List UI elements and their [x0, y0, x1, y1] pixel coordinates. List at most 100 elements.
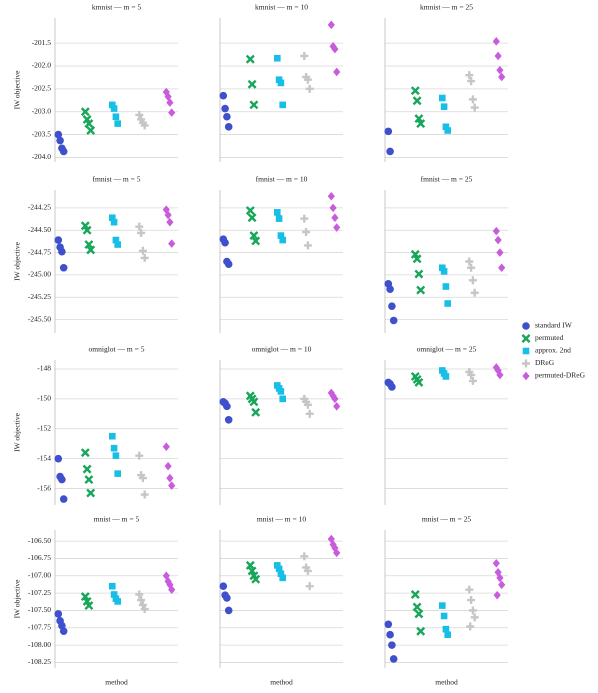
- panel-title: omniglot — m = 5: [89, 345, 145, 354]
- point: [439, 94, 446, 102]
- point: [442, 123, 450, 131]
- point: [465, 71, 474, 80]
- y-tick-label: -150: [37, 394, 51, 403]
- point: [84, 475, 94, 485]
- point: [412, 602, 422, 612]
- y-tick-label: -203.0: [32, 106, 52, 115]
- legend-marker: [521, 334, 531, 343]
- point: [54, 130, 63, 139]
- point: [465, 585, 474, 594]
- legend-label: permuted-DReG: [535, 371, 586, 380]
- point: [384, 620, 393, 629]
- panel-title: fmnist — m = 10: [256, 175, 308, 184]
- point: [58, 247, 66, 256]
- y-tick-label: -106.75: [28, 553, 51, 562]
- legend-label: DReG: [535, 358, 555, 367]
- point: [388, 302, 396, 310]
- point: [279, 236, 286, 244]
- point: [303, 400, 312, 409]
- point: [498, 72, 506, 82]
- panel-title: kmnist — m = 10: [255, 3, 308, 12]
- point: [164, 461, 172, 471]
- point: [114, 598, 121, 605]
- point: [498, 580, 506, 590]
- point: [302, 228, 311, 237]
- point: [245, 54, 255, 64]
- point: [331, 543, 339, 553]
- point: [465, 257, 474, 266]
- point: [470, 613, 479, 622]
- point: [86, 126, 96, 135]
- panel-title: fmnist — m = 5: [93, 175, 141, 184]
- point: [166, 98, 174, 107]
- point: [439, 602, 446, 609]
- point: [389, 316, 398, 325]
- y-tick-label: -202.0: [32, 61, 52, 70]
- point: [467, 370, 476, 379]
- y-tick-label: -152: [37, 423, 51, 432]
- point: [416, 119, 426, 129]
- x-axis-label: method: [105, 678, 128, 687]
- point: [221, 238, 229, 247]
- panel-title: kmnist — m = 25: [420, 3, 473, 12]
- point: [59, 627, 68, 636]
- point: [135, 451, 144, 460]
- point: [247, 213, 257, 223]
- point: [274, 54, 281, 62]
- point: [110, 591, 118, 598]
- point: [109, 582, 116, 590]
- point: [386, 285, 394, 294]
- point: [467, 596, 476, 605]
- point: [331, 394, 339, 404]
- point: [492, 558, 500, 568]
- point: [466, 622, 475, 631]
- point: [410, 86, 420, 96]
- point: [468, 276, 477, 285]
- panel-title: omniglot — m = 25: [417, 345, 477, 354]
- point: [59, 147, 68, 156]
- point: [224, 260, 233, 268]
- point: [327, 388, 335, 398]
- point: [327, 191, 335, 201]
- point: [112, 236, 120, 244]
- point: [492, 363, 500, 372]
- point: [166, 473, 174, 483]
- point: [470, 103, 479, 112]
- point: [110, 218, 118, 226]
- point: [223, 402, 231, 411]
- point: [333, 548, 341, 558]
- point: [59, 263, 68, 272]
- point: [496, 248, 504, 257]
- point: [416, 626, 426, 636]
- y-axis-label: IW objective: [13, 241, 22, 280]
- point: [84, 601, 94, 611]
- point: [494, 568, 502, 577]
- point: [109, 214, 116, 222]
- point: [492, 226, 500, 236]
- point: [249, 100, 259, 110]
- point: [168, 239, 176, 248]
- point: [168, 481, 176, 490]
- point: [112, 452, 120, 459]
- point: [384, 127, 393, 136]
- point: [112, 113, 120, 121]
- y-tick-label: -204.0: [32, 152, 52, 161]
- point: [224, 415, 233, 424]
- point: [440, 612, 448, 620]
- point: [412, 254, 422, 264]
- y-tick-label: -148: [37, 364, 51, 373]
- point: [140, 605, 149, 614]
- legend-label: standard IW: [535, 321, 573, 330]
- point: [221, 104, 229, 113]
- point: [114, 470, 121, 477]
- point: [329, 203, 337, 213]
- point: [388, 641, 396, 649]
- panel-title: mnist — m = 10: [257, 515, 306, 524]
- point: [82, 464, 92, 474]
- point: [80, 448, 90, 458]
- point: [333, 67, 341, 77]
- point: [440, 268, 448, 275]
- point: [493, 590, 501, 600]
- point: [82, 225, 92, 235]
- point: [164, 210, 172, 220]
